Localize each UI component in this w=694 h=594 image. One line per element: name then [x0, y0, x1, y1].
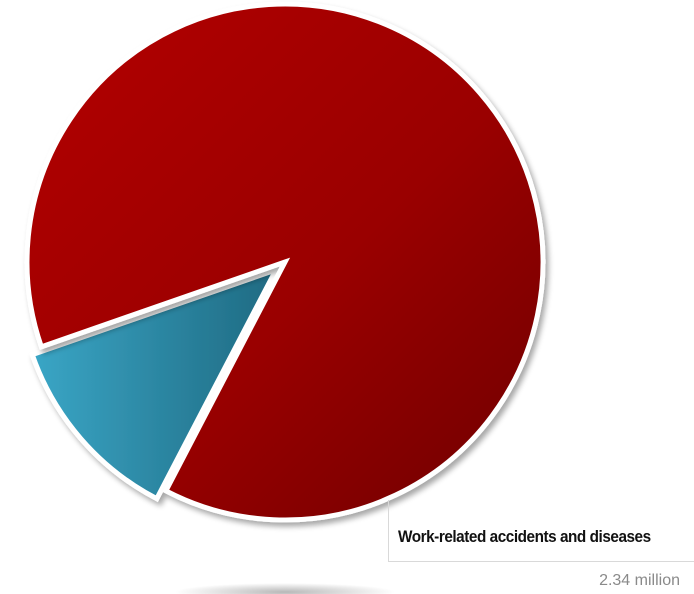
- pie-floor-shadow: [175, 583, 395, 594]
- pie-slices: [24, 1, 546, 523]
- annotation-value: 2.34 million: [599, 572, 680, 589]
- pie-slice-other: [29, 265, 282, 503]
- pie-slice-work-related: [24, 1, 546, 523]
- annotation-label: Work-related accidents and diseases: [398, 527, 651, 546]
- annotation-frame: [388, 500, 694, 562]
